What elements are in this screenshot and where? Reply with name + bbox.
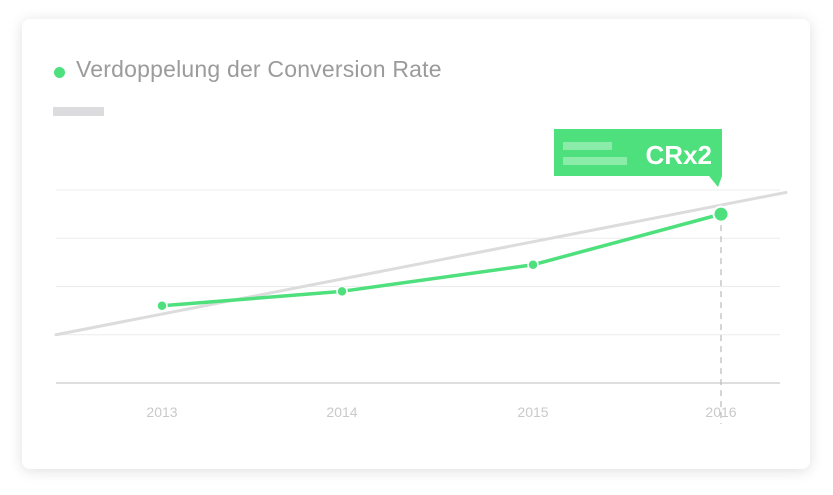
x-tick-label-2013: 2013 [146,404,177,420]
chart-card [22,19,810,469]
data-point-2014 [336,285,348,298]
annotation-badge [554,129,722,187]
legend-dot-icon [54,67,65,78]
data-point-2016 [712,205,730,223]
trend-line [54,190,788,337]
x-tick-label-2015: 2015 [517,404,548,420]
data-point-2013 [156,300,168,312]
data-point-2015 [527,259,539,271]
series-line [160,212,723,308]
chart-title: Verdoppelung der Conversion Rate [76,56,442,82]
annotation-badge-label: CRx2 [646,140,712,170]
badge-placeholder-bar-2 [563,157,627,165]
subtitle-placeholder-bar [53,107,104,116]
x-tick-label-2016: 2016 [705,404,736,420]
badge-placeholder-bar-1 [563,142,612,150]
x-tick-label-2014: 2014 [326,404,357,420]
